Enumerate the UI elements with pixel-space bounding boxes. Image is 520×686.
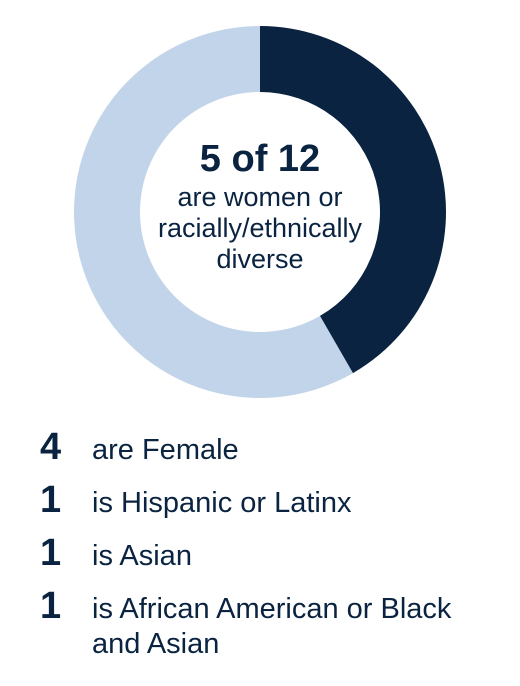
breakdown-item: 1is Asian — [40, 532, 490, 575]
breakdown-item-label: is Asian — [92, 539, 192, 574]
donut-highlight-slice — [260, 26, 446, 373]
infographic-container: 5 of 12 are women orracially/ethnicallyd… — [0, 0, 520, 686]
breakdown-item-count: 1 — [40, 532, 92, 575]
breakdown-item-count: 4 — [40, 426, 92, 469]
breakdown-item: 1is African American or Black and Asian — [40, 585, 490, 662]
breakdown-item-label: are Female — [92, 433, 239, 468]
breakdown-item-count: 1 — [40, 585, 92, 628]
donut-chart — [56, 8, 464, 416]
breakdown-item: 1is Hispanic or Latinx — [40, 479, 490, 522]
breakdown-item: 4are Female — [40, 426, 490, 469]
breakdown-item-count: 1 — [40, 479, 92, 522]
breakdown-list: 4are Female1is Hispanic or Latinx1is Asi… — [0, 416, 520, 662]
breakdown-item-label: is African American or Black and Asian — [92, 592, 490, 662]
donut-chart-wrap: 5 of 12 are women orracially/ethnicallyd… — [0, 0, 520, 416]
breakdown-item-label: is Hispanic or Latinx — [92, 486, 352, 521]
